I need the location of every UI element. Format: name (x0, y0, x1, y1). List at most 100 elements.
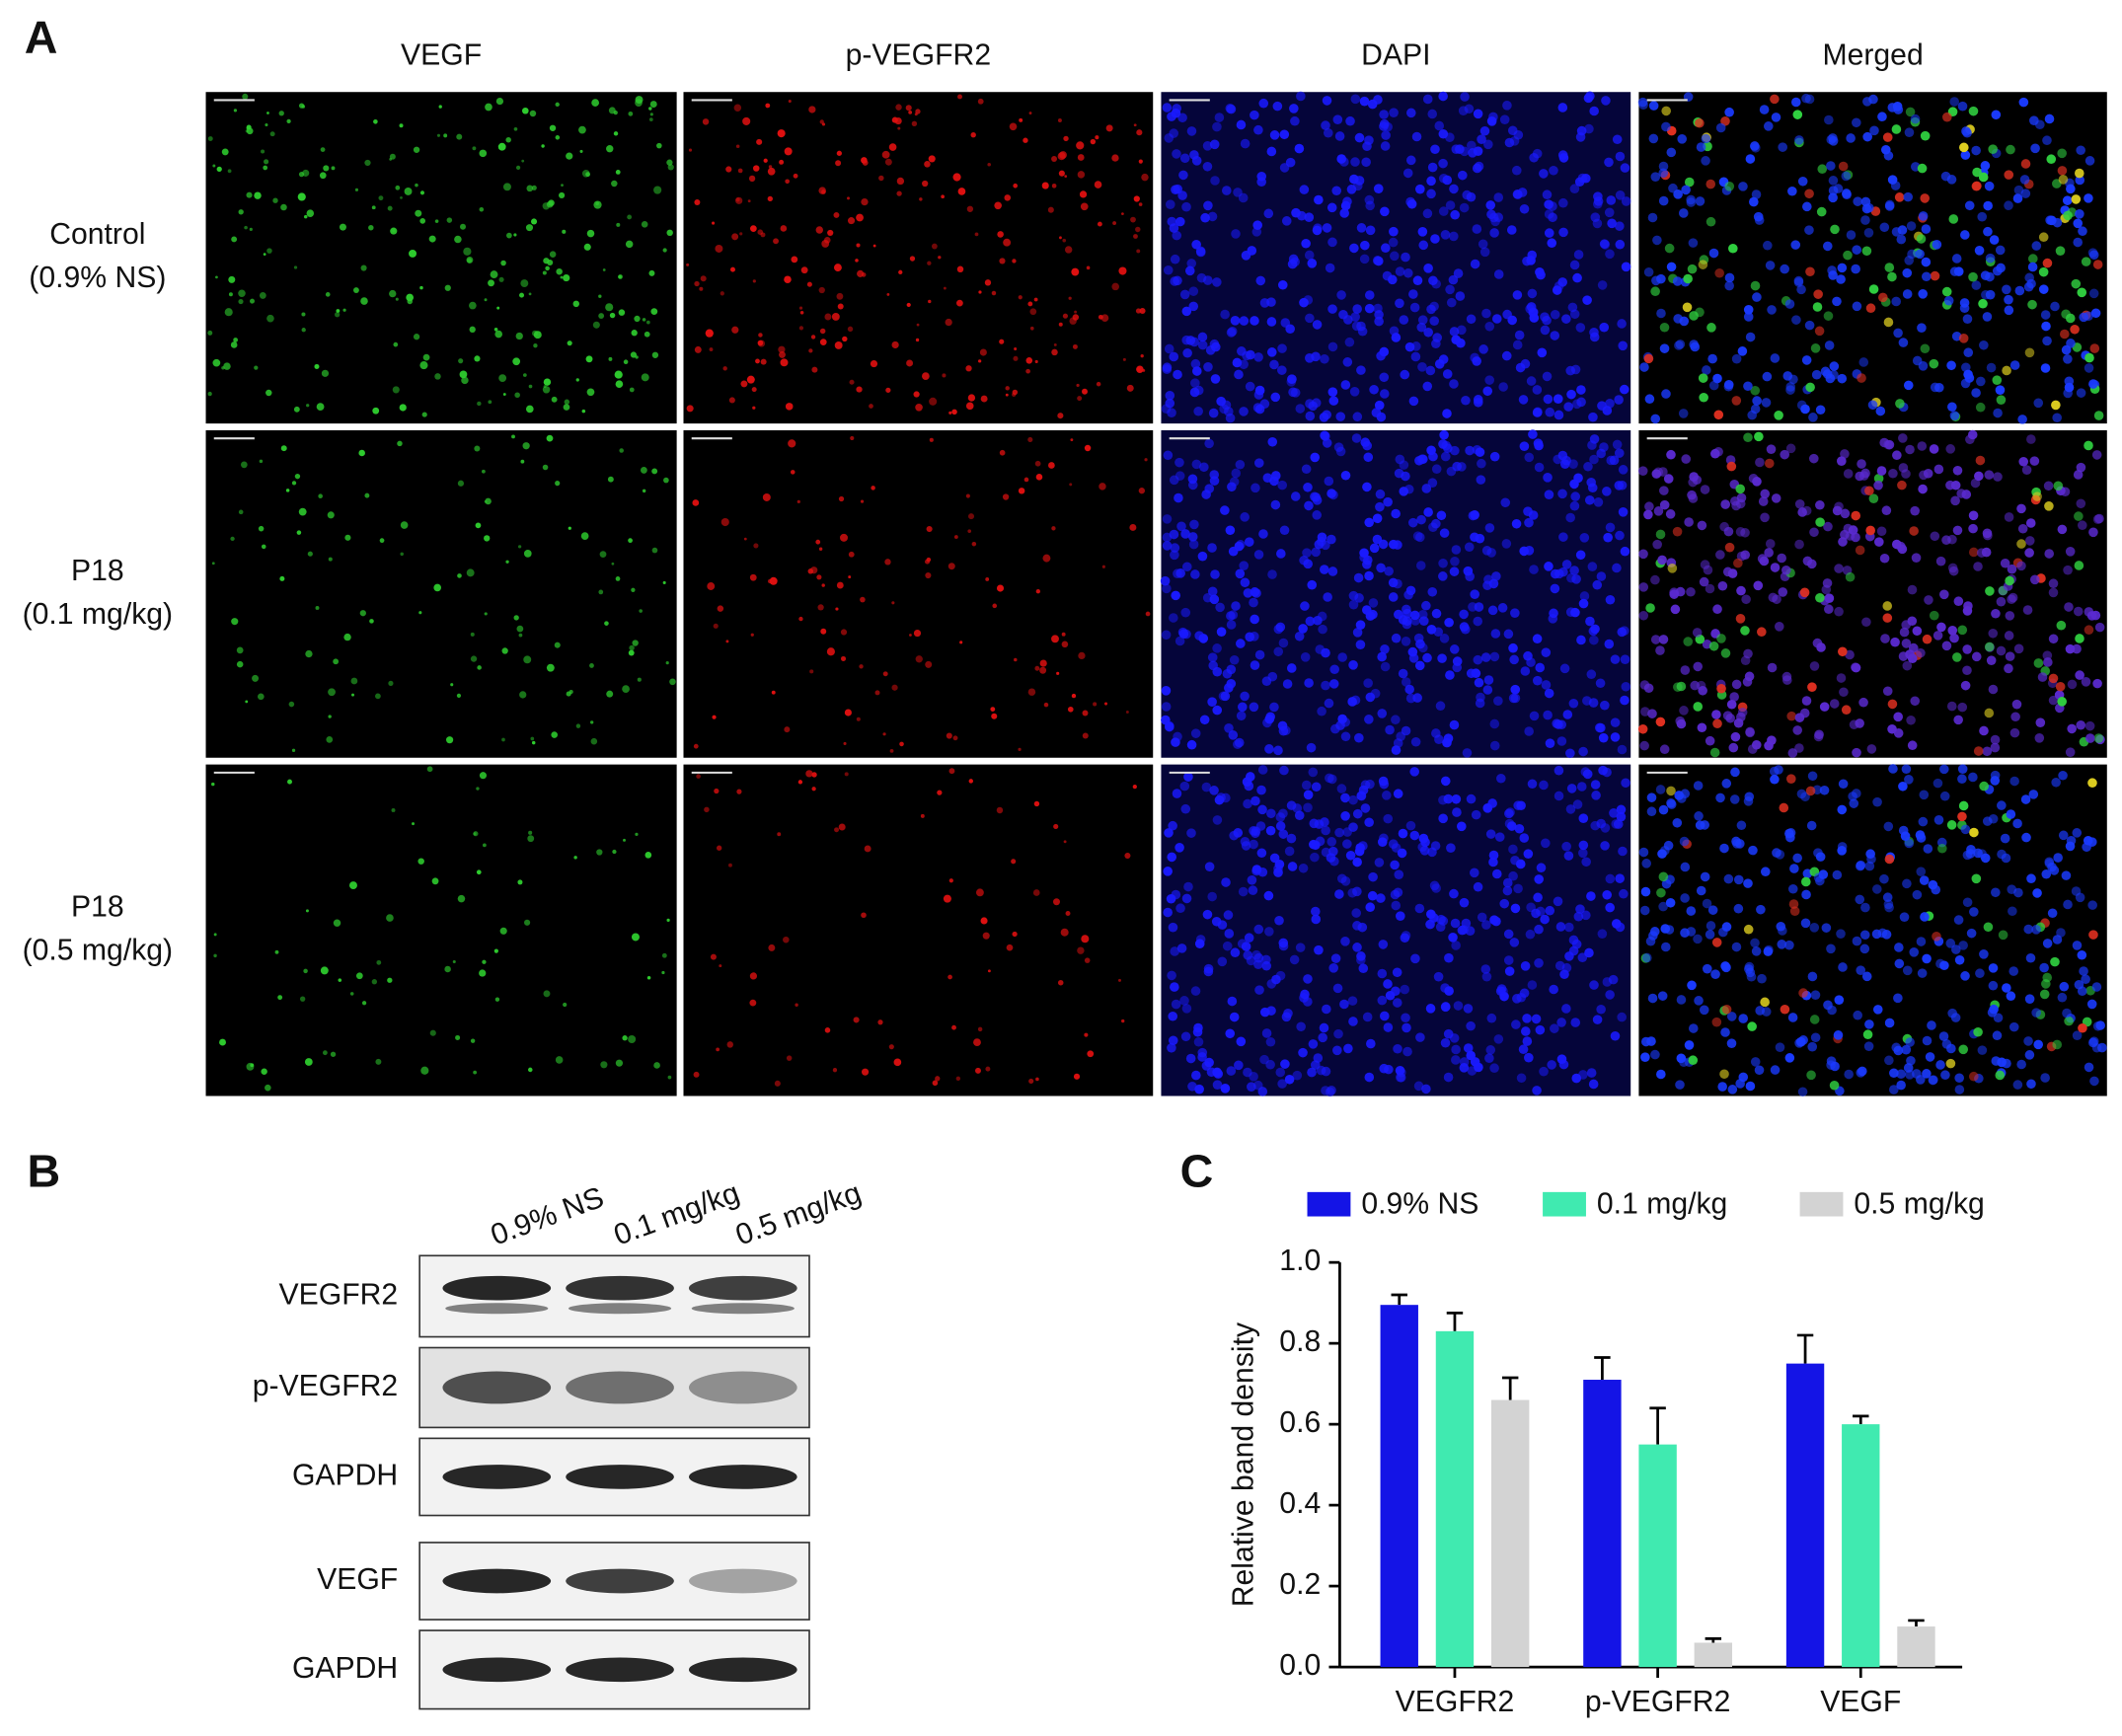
cell (319, 172, 327, 180)
cell (1985, 586, 1995, 596)
cell (1985, 271, 1995, 282)
cell (2053, 481, 2064, 491)
cell (428, 235, 436, 243)
cell (1801, 889, 1811, 900)
cell (1971, 280, 1982, 290)
cell (1364, 517, 1374, 528)
cell (968, 779, 974, 784)
cell (870, 359, 878, 368)
cell (1687, 980, 1697, 991)
cell (512, 357, 521, 366)
cell (592, 321, 600, 329)
cell (1524, 726, 1534, 736)
cell (1439, 634, 1450, 643)
cell (470, 632, 475, 637)
cell (1811, 369, 1822, 380)
cell (1164, 343, 1175, 354)
cell (1351, 433, 1362, 443)
cell (1899, 627, 1910, 638)
cell (1872, 796, 1882, 807)
cell (841, 655, 847, 661)
cell (1907, 616, 1918, 627)
cell (1894, 958, 1905, 969)
cell (1006, 943, 1014, 951)
cell (1882, 601, 1893, 611)
cell (1763, 240, 1773, 251)
cell (1248, 885, 1258, 895)
cell (1057, 152, 1066, 161)
cell (743, 537, 747, 541)
cell (1600, 700, 1610, 711)
cell (1311, 914, 1322, 925)
cell (303, 214, 308, 219)
y-tick-label: 1.0 (1279, 1245, 1321, 1277)
cell (387, 977, 393, 983)
cell (1234, 1060, 1244, 1071)
cell (1364, 303, 1375, 314)
cell (1600, 841, 1610, 851)
cell (2079, 966, 2088, 976)
cell (1034, 665, 1040, 671)
cell (590, 737, 598, 745)
cell (1953, 715, 1963, 725)
cell (2057, 524, 2068, 535)
cell (979, 348, 987, 356)
cell (1809, 527, 1819, 538)
cell (528, 292, 532, 296)
cell (2002, 284, 2011, 295)
cell (1169, 351, 1179, 362)
cell (1968, 271, 1978, 282)
cell (1025, 356, 1033, 364)
cell (1939, 764, 1949, 775)
cell (2018, 97, 2029, 108)
cell (748, 175, 756, 183)
cell (530, 736, 535, 741)
cell (1941, 1039, 1952, 1049)
cell (586, 388, 595, 397)
cell (1278, 938, 1289, 948)
cell (1193, 1036, 1204, 1047)
cell (957, 94, 962, 100)
cell (1716, 683, 1726, 694)
cell (1418, 240, 1429, 251)
cell (1518, 395, 1529, 405)
cell (1708, 641, 1719, 651)
cell (1261, 676, 1272, 687)
cell (1962, 127, 1972, 138)
cell (472, 146, 477, 151)
cell (1553, 896, 1563, 907)
cell (211, 782, 215, 787)
cell (554, 642, 561, 648)
cell (1336, 784, 1347, 793)
cell (686, 263, 690, 266)
cell (505, 560, 509, 564)
cell (387, 205, 393, 211)
cell (959, 641, 963, 644)
cell (696, 774, 701, 779)
cell (1362, 1012, 1373, 1022)
cell (1190, 378, 1200, 388)
cell (1393, 540, 1402, 550)
cell (1906, 1055, 1916, 1066)
cell (1025, 368, 1030, 374)
cell (1860, 902, 1870, 913)
cell (1423, 264, 1433, 273)
cell (980, 917, 988, 925)
cell (1733, 903, 1744, 914)
cell (515, 165, 521, 171)
cell (1756, 904, 1766, 915)
cell (1617, 319, 1627, 329)
cell (1988, 980, 1999, 991)
cell (1743, 924, 1754, 935)
cell (1039, 659, 1047, 667)
cell (1658, 901, 1668, 912)
cell (1536, 906, 1546, 917)
cell (991, 713, 998, 719)
cell (1266, 1006, 1276, 1016)
cell (1638, 582, 1649, 592)
cell (2033, 658, 2044, 668)
cell (1173, 275, 1182, 286)
cell (249, 227, 253, 231)
cell (344, 534, 351, 541)
cell (1532, 1086, 1542, 1095)
